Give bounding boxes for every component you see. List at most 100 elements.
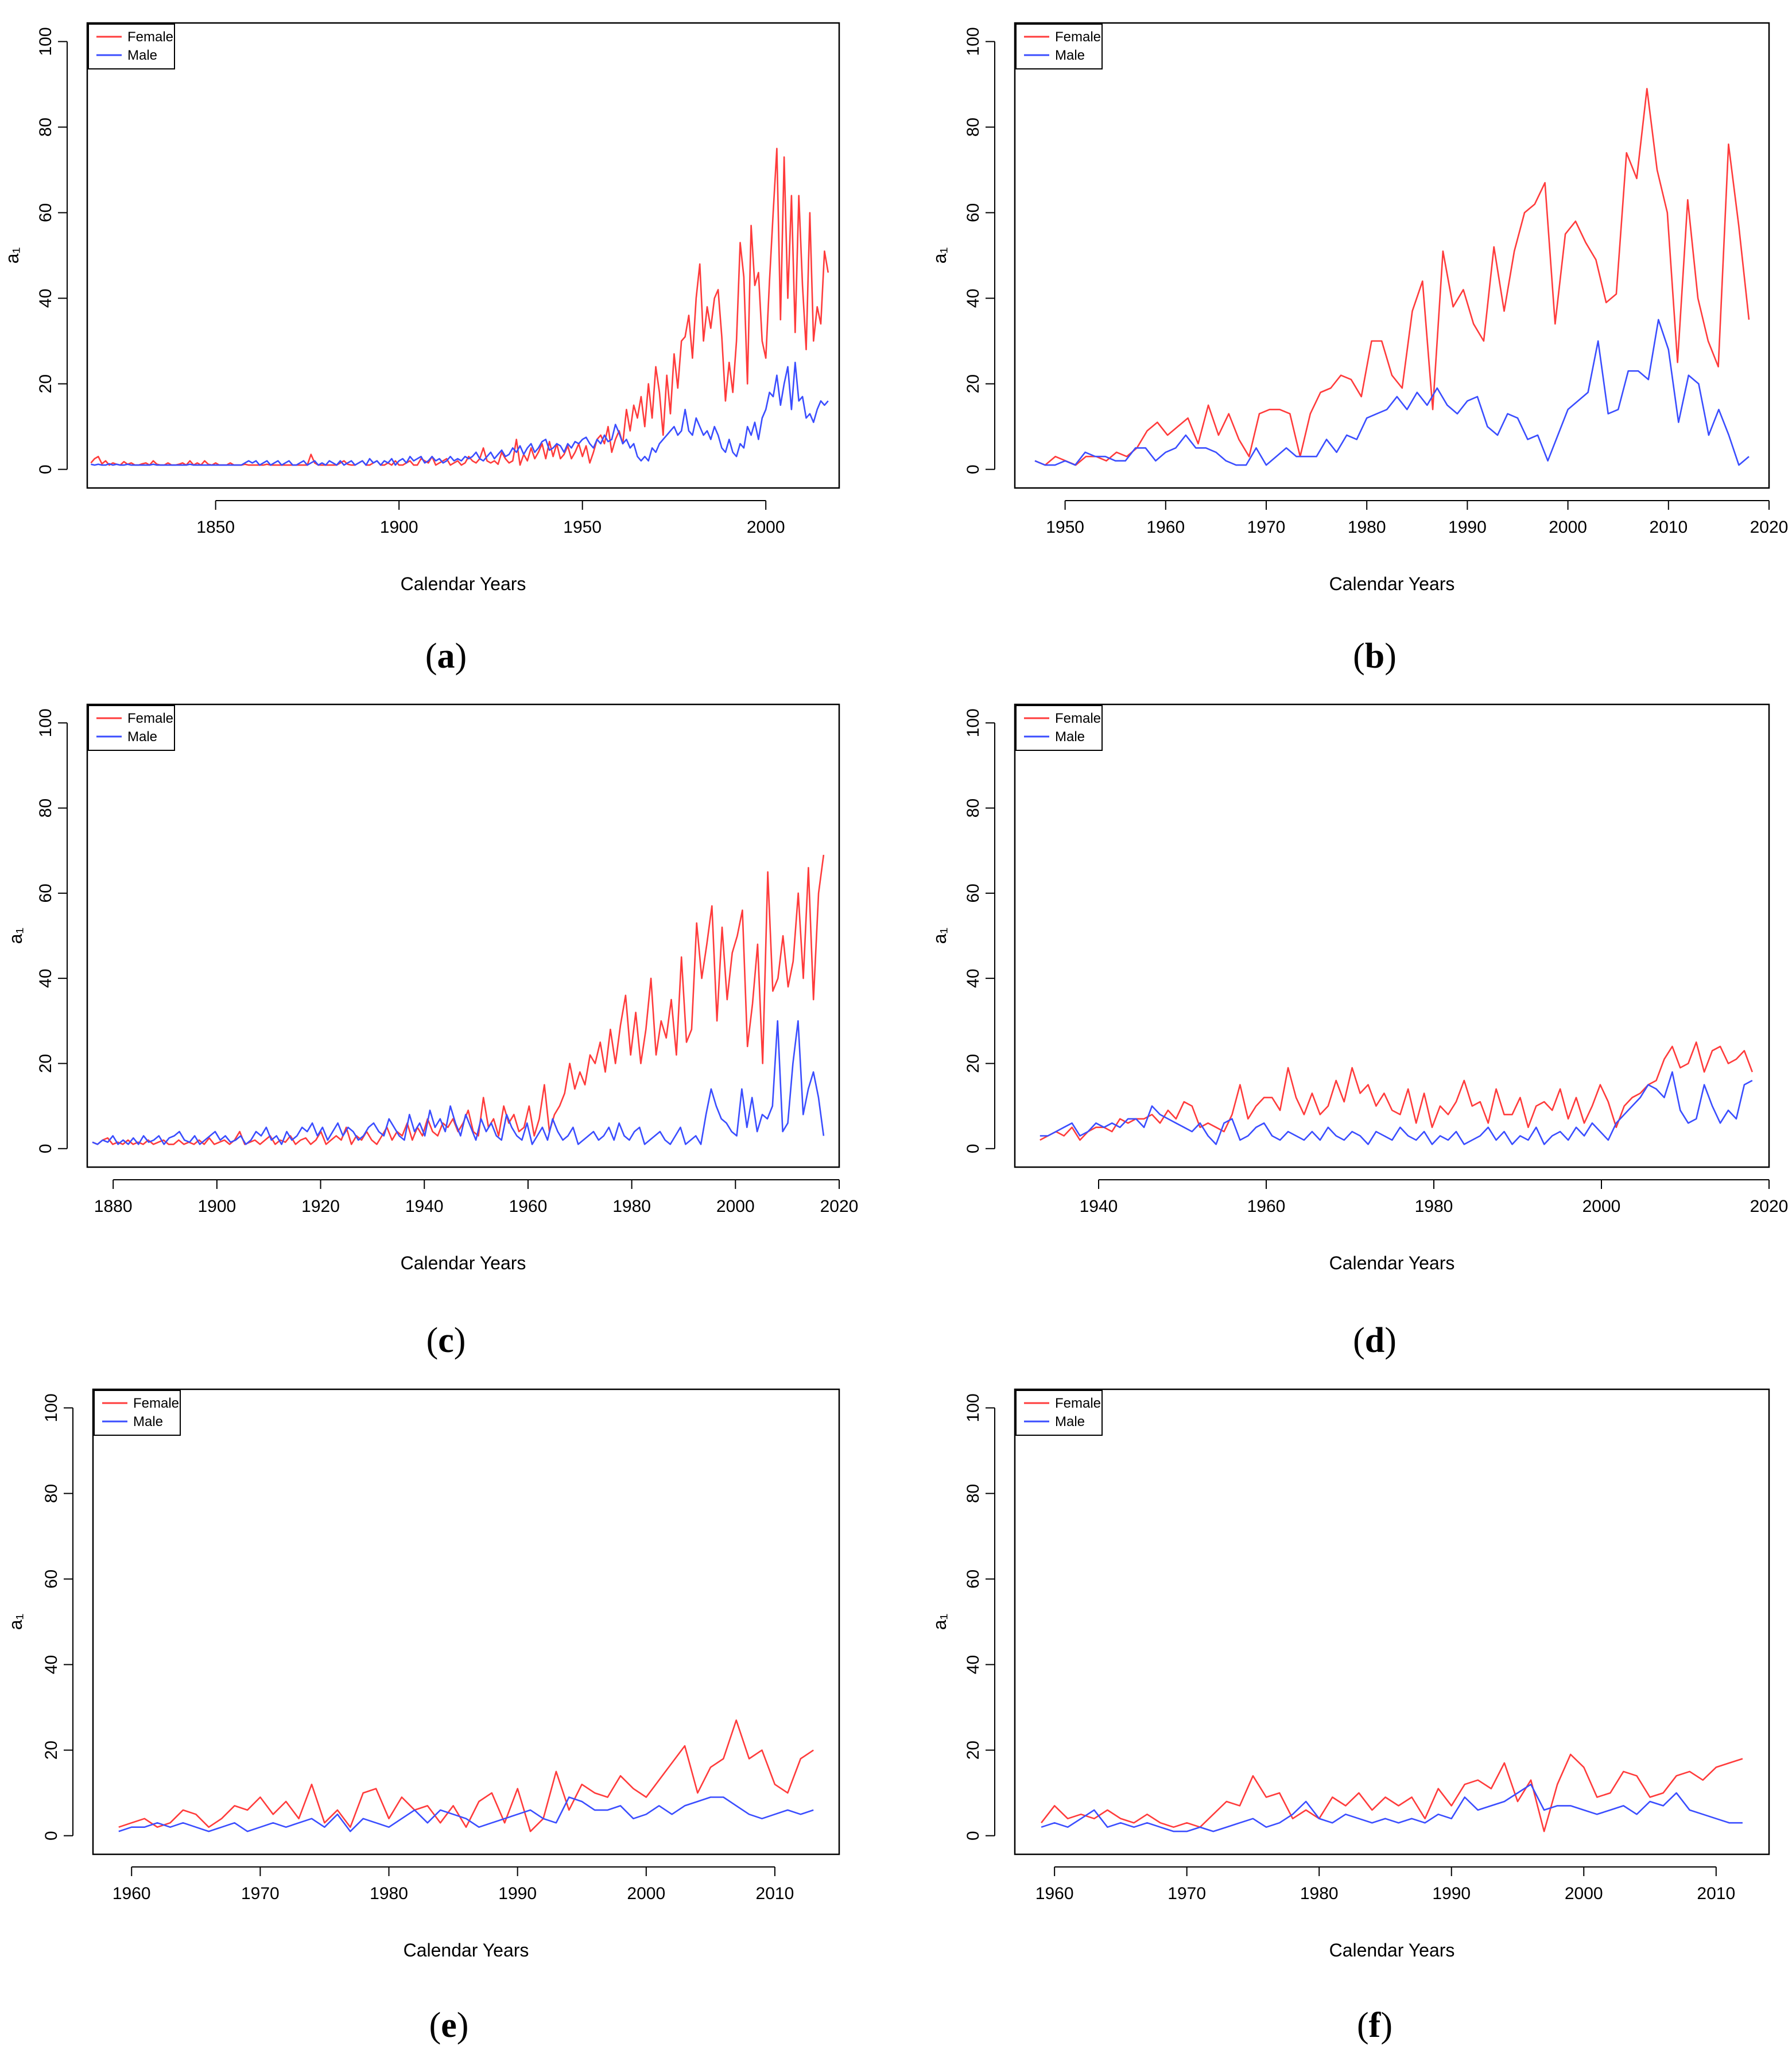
x-tick-label: 2000 <box>627 1884 665 1903</box>
panel-caption-close: ) <box>1380 2006 1393 2045</box>
x-tick-label: 1940 <box>1080 1197 1118 1216</box>
panel-caption-close: ) <box>455 637 467 676</box>
plot-frame <box>1014 1388 1770 1855</box>
y-tick-label: 40 <box>964 968 983 987</box>
panel-caption: (f) <box>1357 2006 1393 2045</box>
y-tick-label: 80 <box>36 799 55 818</box>
panel-caption-open: ( <box>1353 637 1365 676</box>
x-tick-label: 1970 <box>241 1884 280 1903</box>
panel-caption-open: ( <box>1357 2006 1369 2045</box>
chart-panel-a: 0 20 40 60 80 100 1850 1900 1950 2000 Calendar Yea… <box>2 22 840 676</box>
series-line-male <box>91 361 829 466</box>
panel-caption: (a) <box>425 637 467 676</box>
chart-panel-f: 0 20 40 60 80 100 1960 1970 1980 1990 2000 2010 Cale… <box>929 1388 1770 2045</box>
legend-label-female: Female <box>1055 1396 1101 1411</box>
x-tick-label: 1900 <box>380 518 418 537</box>
panel-caption: (d) <box>1353 1321 1397 1360</box>
series-line-female <box>1039 1041 1754 1141</box>
y-tick-label: 20 <box>36 1054 55 1073</box>
y-tick-label: 0 <box>42 1831 61 1841</box>
x-tick-label: 1940 <box>405 1197 444 1216</box>
legend-box <box>88 24 175 69</box>
panel-caption-letter: f <box>1369 2006 1382 2045</box>
y-tick-label: 20 <box>964 1054 983 1073</box>
x-tick-label: 2010 <box>756 1884 794 1903</box>
y-tick-label: 0 <box>36 1144 55 1153</box>
y-tick-label: 100 <box>964 708 983 737</box>
y-tick-label: 20 <box>964 1741 983 1760</box>
panel-caption-letter: b <box>1365 637 1384 676</box>
x-tick-label: 2020 <box>820 1197 859 1216</box>
legend-box <box>1015 705 1103 751</box>
x-tick-label: 1990 <box>1432 1884 1471 1903</box>
y-tick-label: 100 <box>42 1393 61 1422</box>
x-tick-label: 1980 <box>1300 1884 1339 1903</box>
x-tick-label: 1980 <box>1348 518 1386 537</box>
plot-frame <box>1014 22 1770 489</box>
x-tick-label: 1960 <box>1035 1884 1074 1903</box>
panel-caption-close: ) <box>1384 1321 1397 1360</box>
y-tick-label: 60 <box>964 203 983 222</box>
legend-label-female: Female <box>1055 711 1101 726</box>
y-axis-label: a₁ <box>5 1614 26 1630</box>
y-tick-label: 20 <box>42 1741 61 1760</box>
panel-caption-open: ( <box>1353 1321 1365 1360</box>
x-tick-label: 2000 <box>1565 1884 1603 1903</box>
panel-caption-letter: c <box>438 1321 454 1360</box>
x-axis-label: Calendar Years <box>401 1253 526 1273</box>
y-tick-label: 100 <box>36 27 55 56</box>
y-tick-label: 40 <box>42 1655 61 1674</box>
series-line-female <box>1034 88 1750 466</box>
panel-caption: (e) <box>429 2006 469 2045</box>
plot-frame <box>1014 703 1770 1168</box>
series-line-male <box>118 1796 814 1832</box>
y-tick-label: 100 <box>964 27 983 56</box>
legend-label-male: Male <box>1055 48 1085 63</box>
legend-box <box>1015 24 1103 69</box>
x-axis-label: Calendar Years <box>401 574 526 594</box>
y-tick-label: 60 <box>36 884 55 902</box>
y-tick-label: 60 <box>964 884 983 902</box>
panel-caption-close: ) <box>454 1321 466 1360</box>
y-tick-label: 40 <box>36 289 55 308</box>
x-tick-label: 1980 <box>370 1884 408 1903</box>
x-tick-label: 1850 <box>196 518 235 537</box>
chart-panel-c: 0 20 40 60 80 100 1880 1900 1920 1940 1960 1980 2000… <box>5 703 859 1360</box>
y-tick-label: 20 <box>964 374 983 393</box>
series-line-male <box>1039 1071 1753 1145</box>
y-tick-label: 80 <box>964 799 983 818</box>
panel-caption-close: ) <box>1384 637 1397 676</box>
y-tick-label: 40 <box>964 1655 983 1674</box>
x-tick-label: 1970 <box>1167 1884 1206 1903</box>
panel-caption-open: ( <box>425 637 437 676</box>
panel-caption-letter: e <box>441 2006 457 2045</box>
y-tick-label: 40 <box>36 968 55 987</box>
y-tick-label: 0 <box>964 464 983 474</box>
x-tick-label: 2020 <box>1750 1197 1789 1216</box>
y-tick-label: 20 <box>36 374 55 393</box>
y-tick-label: 100 <box>964 1393 983 1422</box>
panel-caption-close: ) <box>457 2006 469 2045</box>
x-axis-label: Calendar Years <box>1329 574 1455 594</box>
legend-label-female: Female <box>133 1396 179 1411</box>
series-line-female <box>1041 1753 1743 1832</box>
y-axis-label: a₁ <box>929 928 950 944</box>
x-tick-label: 1900 <box>197 1197 236 1216</box>
x-tick-label: 2010 <box>1649 518 1688 537</box>
x-tick-label: 1960 <box>1247 1197 1286 1216</box>
x-tick-label: 1990 <box>1448 518 1487 537</box>
y-axis-label: a₁ <box>5 928 26 944</box>
legend-label-male: Male <box>1055 729 1085 745</box>
x-tick-label: 2000 <box>747 518 785 537</box>
x-tick-label: 1980 <box>612 1197 651 1216</box>
plot-frame <box>92 1388 840 1855</box>
x-tick-label: 1920 <box>301 1197 340 1216</box>
x-tick-label: 2000 <box>1549 518 1587 537</box>
panel-caption-letter: d <box>1365 1321 1384 1360</box>
panel-caption-open: ( <box>426 1321 439 1360</box>
x-tick-label: 1950 <box>563 518 602 537</box>
legend-box <box>94 1390 181 1436</box>
x-tick-label: 1880 <box>94 1197 133 1216</box>
y-tick-label: 0 <box>964 1144 983 1153</box>
